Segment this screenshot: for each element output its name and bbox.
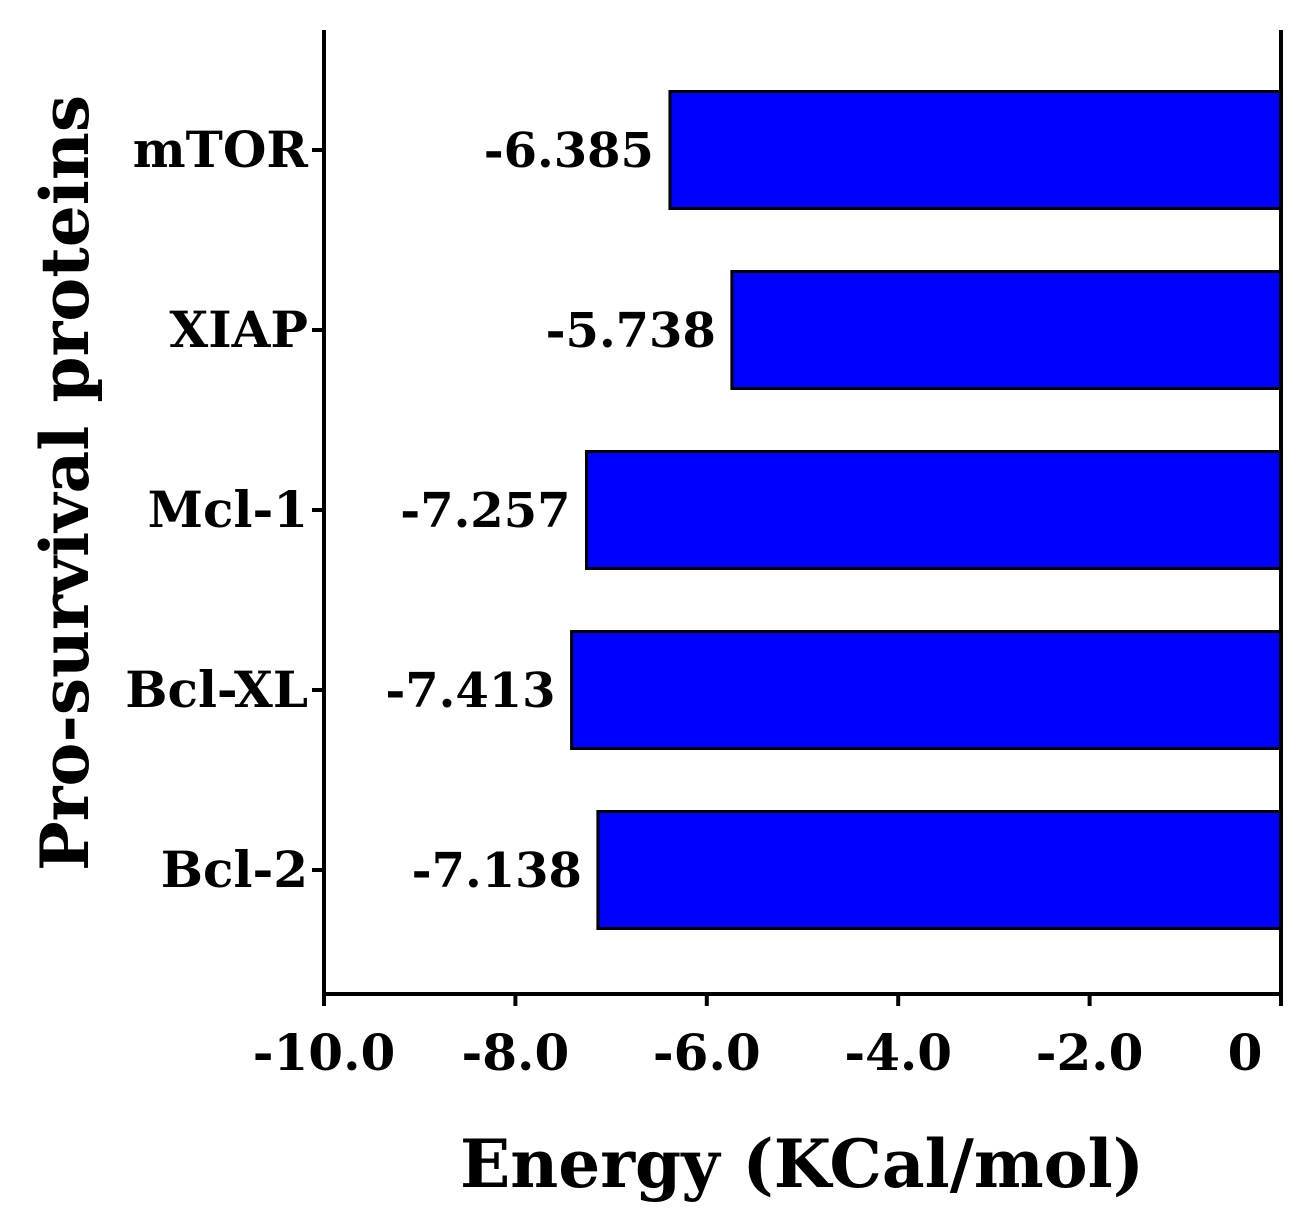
x-tick-label: -6.0 xyxy=(653,1023,761,1082)
value-labels-group: -6.385 -5.738 -7.257 -7.413 -7.138 xyxy=(385,123,716,899)
axes-group xyxy=(312,30,1283,1006)
value-label-mcl-1: -7.257 xyxy=(400,483,570,539)
value-label-bcl-xl: -7.413 xyxy=(385,663,555,719)
category-label-mcl-1: Mcl-1 xyxy=(148,480,308,539)
x-axis-title: Energy (KCal/mol) xyxy=(460,1125,1144,1203)
bar-mtor xyxy=(668,90,1283,210)
x-tick-labels-group: -10.0 -8.0 -6.0 -4.0 -2.0 0 xyxy=(253,1023,1263,1082)
category-label-xiap: XIAP xyxy=(169,300,308,359)
x-tick-label: -4.0 xyxy=(844,1023,952,1082)
value-label-xiap: -5.738 xyxy=(546,303,716,359)
bar-mcl-1 xyxy=(585,450,1283,570)
value-label-mtor: -6.385 xyxy=(484,123,654,179)
x-tick-label: -10.0 xyxy=(253,1023,396,1082)
x-tick-label: -8.0 xyxy=(462,1023,570,1082)
value-label-bcl-2: -7.138 xyxy=(412,843,582,899)
bars-group xyxy=(570,90,1283,930)
bar-bcl-xl xyxy=(570,630,1283,750)
bar-xiap xyxy=(730,270,1283,390)
category-label-bcl-2: Bcl-2 xyxy=(161,840,308,899)
y-axis-title: Pro-survival proteins xyxy=(26,95,104,871)
category-labels-group: mTOR XIAP Mcl-1 Bcl-XL Bcl-2 xyxy=(125,120,308,899)
x-tick-label: 0 xyxy=(1228,1023,1263,1082)
x-tick-label: -2.0 xyxy=(1036,1023,1144,1082)
bar-bcl-2 xyxy=(596,810,1283,930)
category-label-mtor: mTOR xyxy=(133,120,309,179)
category-label-bcl-xl: Bcl-XL xyxy=(125,660,308,719)
